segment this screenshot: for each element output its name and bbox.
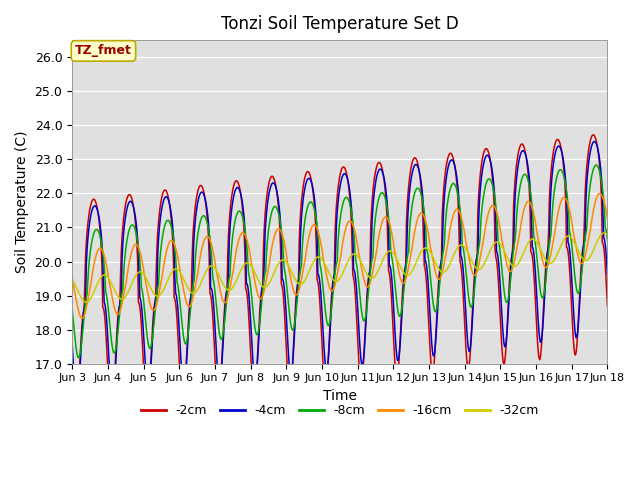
-32cm <box>600 230 607 236</box>
-8cm <box>406 229 413 235</box>
-4cm <box>134 237 141 242</box>
-2cm <box>589 132 597 138</box>
-4cm <box>590 139 598 144</box>
-2cm <box>79 315 86 321</box>
-32cm <box>406 272 413 277</box>
-32cm <box>604 232 611 238</box>
Line: -16cm: -16cm <box>72 193 607 318</box>
-16cm <box>216 288 224 294</box>
-8cm <box>216 335 224 341</box>
-32cm <box>421 245 429 251</box>
-2cm <box>216 384 224 390</box>
-4cm <box>421 258 429 264</box>
-8cm <box>604 237 611 243</box>
Line: -4cm: -4cm <box>72 142 607 402</box>
-32cm <box>68 277 76 283</box>
-4cm <box>73 399 81 405</box>
-4cm <box>188 288 196 294</box>
-16cm <box>188 299 196 304</box>
-8cm <box>593 162 600 168</box>
Line: -8cm: -8cm <box>72 165 607 358</box>
-32cm <box>78 296 86 301</box>
-8cm <box>134 239 141 244</box>
-16cm <box>421 216 429 222</box>
-8cm <box>188 291 196 297</box>
-32cm <box>134 270 141 276</box>
Line: -2cm: -2cm <box>72 135 607 420</box>
-16cm <box>406 260 413 265</box>
-4cm <box>79 321 86 327</box>
Line: -32cm: -32cm <box>72 233 607 302</box>
-32cm <box>188 290 196 296</box>
-8cm <box>75 355 83 360</box>
-2cm <box>421 266 429 272</box>
Legend: -2cm, -4cm, -8cm, -16cm, -32cm: -2cm, -4cm, -8cm, -16cm, -32cm <box>136 399 544 422</box>
-16cm <box>68 274 76 280</box>
-2cm <box>72 417 80 422</box>
-2cm <box>134 258 141 264</box>
-2cm <box>406 176 413 182</box>
X-axis label: Time: Time <box>323 389 356 403</box>
-16cm <box>79 315 86 321</box>
Text: TZ_fmet: TZ_fmet <box>75 45 132 58</box>
-4cm <box>406 190 413 196</box>
-32cm <box>216 276 224 281</box>
Y-axis label: Soil Temperature (C): Soil Temperature (C) <box>15 131 29 273</box>
-4cm <box>216 379 224 384</box>
-4cm <box>604 272 611 277</box>
-8cm <box>68 306 76 312</box>
-8cm <box>79 330 86 336</box>
-2cm <box>68 372 76 378</box>
-2cm <box>188 258 196 264</box>
-2cm <box>604 303 611 309</box>
-4cm <box>68 341 76 347</box>
-32cm <box>83 300 90 305</box>
Title: Tonzi Soil Temperature Set D: Tonzi Soil Temperature Set D <box>221 15 459 33</box>
-16cm <box>134 243 141 249</box>
-8cm <box>421 217 429 223</box>
-16cm <box>596 191 604 196</box>
-16cm <box>78 315 86 321</box>
-16cm <box>604 216 611 221</box>
